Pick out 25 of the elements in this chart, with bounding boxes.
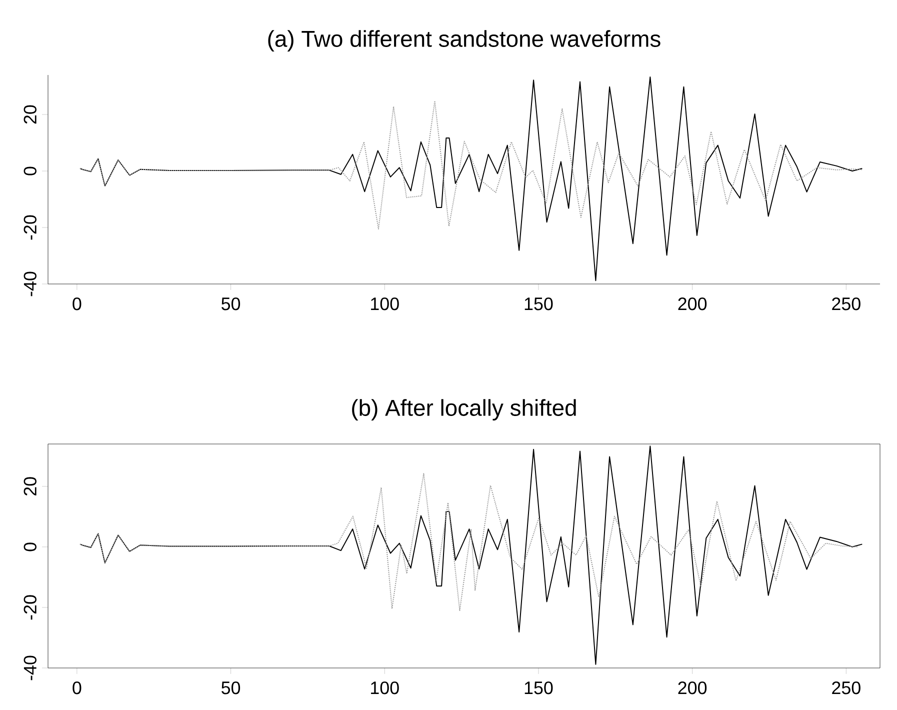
x-tick-label: 100 xyxy=(371,297,399,310)
x-tick-label: 250 xyxy=(832,681,860,694)
y-tick-label: 20 xyxy=(24,477,36,496)
line-series xyxy=(80,473,859,611)
x-tick-label: 200 xyxy=(678,297,707,310)
y-tick-label: 0 xyxy=(24,542,36,552)
x-tick-label: 50 xyxy=(222,297,240,310)
y-tick-label: 20 xyxy=(24,105,36,124)
y-tick-label: -20 xyxy=(24,215,36,240)
chart-title: (a) Two different sandstone waveforms xyxy=(268,30,660,52)
y-tick-label: -40 xyxy=(24,272,36,296)
x-tick-label: 150 xyxy=(524,297,553,310)
y-tick-label: -40 xyxy=(24,656,36,680)
line-series xyxy=(80,76,863,282)
line-series xyxy=(80,100,863,230)
chart-title: (b) After locally shifted xyxy=(352,399,576,420)
x-tick-label: 150 xyxy=(524,681,553,694)
y-tick-label: -20 xyxy=(24,595,36,620)
x-tick-label: 0 xyxy=(72,297,82,310)
x-tick-label: 50 xyxy=(222,681,240,694)
x-tick-label: 250 xyxy=(832,297,860,310)
x-tick-label: 0 xyxy=(72,681,82,694)
y-tick-label: 0 xyxy=(24,166,36,176)
x-tick-label: 200 xyxy=(678,681,707,694)
x-tick-label: 100 xyxy=(371,681,399,694)
